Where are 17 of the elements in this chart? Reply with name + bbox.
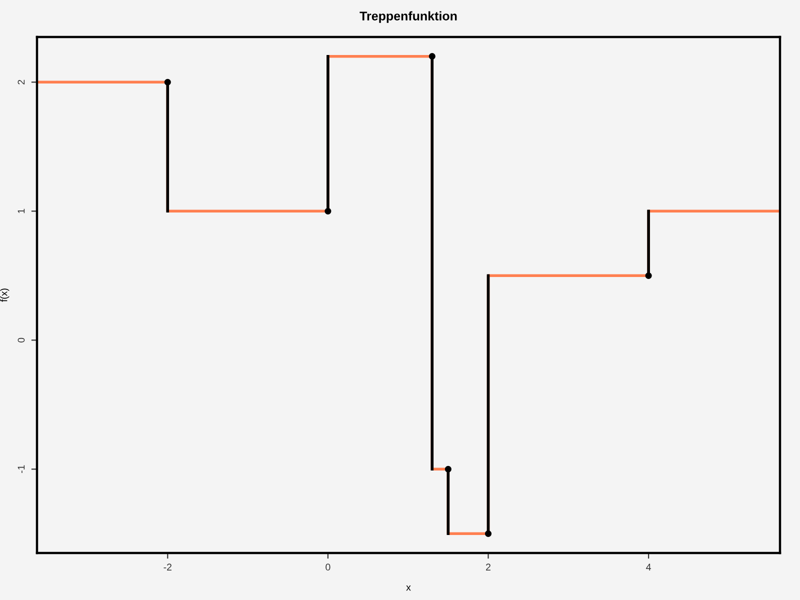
- point: [164, 78, 171, 86]
- x-tick-label: 2: [486, 564, 490, 570]
- point: [484, 530, 492, 537]
- point: [444, 466, 452, 472]
- x-tick-label: 4: [646, 564, 651, 570]
- x-tick-label: 0: [326, 564, 330, 571]
- chart-title: Treppenfunktion: [360, 11, 457, 23]
- x-axis-title: x: [406, 586, 411, 591]
- point: [645, 272, 652, 279]
- point: [428, 53, 436, 60]
- y-tick-label: 0: [18, 338, 25, 342]
- y-tick-label: -1: [18, 465, 25, 474]
- y-tick-label: 1: [18, 208, 25, 214]
- y-tick-label: 2: [18, 80, 25, 84]
- y-axis-title: f(x): [0, 288, 10, 302]
- x-tick-label: -2: [164, 564, 172, 570]
- point: [324, 208, 332, 214]
